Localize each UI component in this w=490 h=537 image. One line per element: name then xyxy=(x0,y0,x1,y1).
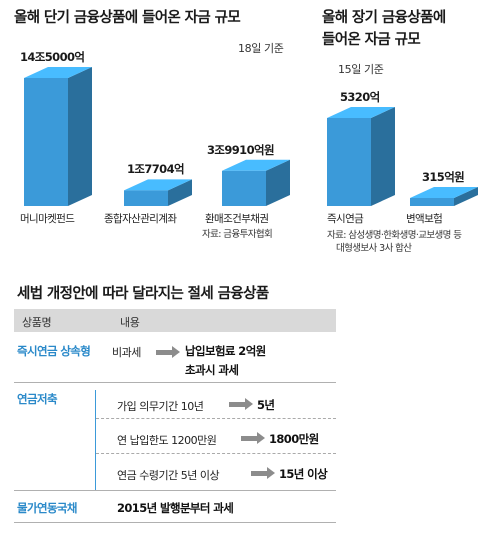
chart1-source: 자료: 금융투자협회 xyxy=(202,229,273,240)
row2-change3-arrow-icon xyxy=(251,467,275,479)
table-header: 상품명 내용 xyxy=(14,309,336,332)
chart2-value-label-0: 5320억 xyxy=(340,90,380,104)
table-title: 세법 개정안에 따라 달라지는 절세 금융상품 xyxy=(17,286,269,302)
header-product: 상품명 xyxy=(22,316,52,329)
chart1-bar-0-top xyxy=(24,67,92,78)
chart2-value-label-1: 315억원 xyxy=(422,170,465,184)
chart1-bar-2-side xyxy=(266,159,290,206)
chart2-bar-0 xyxy=(327,118,371,206)
row3-text: 2015년 발행분부터 과세 xyxy=(117,501,234,515)
row-divider xyxy=(14,490,336,491)
chart1-category-label-2: 환매조건부채권 xyxy=(205,213,269,225)
row2-dash-divider xyxy=(96,418,336,419)
chart1-bar-2 xyxy=(222,170,266,206)
chart1-value-label-1: 1조7704억 xyxy=(127,162,185,177)
row2-change2-arrow-icon xyxy=(241,432,265,444)
chart2-category-label-0: 즉시연금 xyxy=(327,213,364,225)
row2-bracket-line xyxy=(95,390,96,490)
chart2-subtitle: 15일 기준 xyxy=(338,63,384,76)
chart1-bar-1-side xyxy=(168,179,192,206)
row1-from: 비과세 xyxy=(112,346,141,359)
chart1-value-label-2: 3조9910억원 xyxy=(207,142,275,157)
row-divider xyxy=(14,382,336,383)
row2-change3-from: 연금 수령기간 5년 이상 xyxy=(117,469,220,482)
row2-change2-from: 연 납입한도 1200만원 xyxy=(117,434,217,447)
chart2-bar-1-side xyxy=(454,187,478,206)
chart2-bar-0-top xyxy=(327,107,395,118)
chart1-bar-0 xyxy=(24,78,68,206)
chart1-bar-1-top xyxy=(124,179,192,191)
chart2-bar-1 xyxy=(410,198,454,206)
chart1-subtitle: 18일 기준 xyxy=(238,42,284,55)
row2-change2-to: 1800만원 xyxy=(269,432,319,446)
chart2-bar-1-top xyxy=(410,187,478,198)
chart2-category-label-1: 변액보험 xyxy=(406,213,443,225)
chart1-bar-2-top xyxy=(222,159,290,171)
row2-change3-to: 15년 이상 xyxy=(279,467,328,481)
chart2-source-line2: 대형생보사 3사 합산 xyxy=(336,243,412,254)
header-content: 내용 xyxy=(120,316,140,329)
chart1-category-label-0: 머니마켓펀드 xyxy=(20,213,75,225)
row1-arrow-icon xyxy=(156,346,180,358)
row2-product-name: 연금저축 xyxy=(17,392,58,406)
charts-canvas xyxy=(24,67,478,206)
row1-to-line1: 납입보험료 2억원 xyxy=(185,344,266,358)
chart1-value-label-0: 14조5000억 xyxy=(20,50,85,64)
row2-dash-divider xyxy=(96,453,336,454)
chart1-bar-0-side xyxy=(68,67,92,206)
chart2-bar-0-side xyxy=(371,107,395,206)
chart2-title-line2: 들어온 자금 규모 xyxy=(322,32,421,48)
row2-change1-arrow-icon xyxy=(229,398,253,410)
row3-product-name: 물가연동국채 xyxy=(17,501,77,515)
chart1-title: 올해 단기 금융상품에 들어온 자금 규모 xyxy=(14,10,241,26)
row1-product-name: 즉시연금 상속형 xyxy=(17,344,91,358)
row2-change1-from: 가입 의무기간 10년 xyxy=(117,400,204,413)
row-divider xyxy=(14,522,336,523)
chart1-category-label-1: 종합자산관리계좌 xyxy=(104,213,177,225)
chart2-source-line1: 자료: 삼성생명·한화생명·교보생명 등 xyxy=(327,230,462,241)
chart1-bar-1 xyxy=(124,190,168,206)
row2-change1-to: 5년 xyxy=(257,398,275,412)
row1-to-line2: 초과시 과세 xyxy=(185,363,239,377)
chart2-title-line1: 올해 장기 금융상품에 xyxy=(322,10,446,26)
